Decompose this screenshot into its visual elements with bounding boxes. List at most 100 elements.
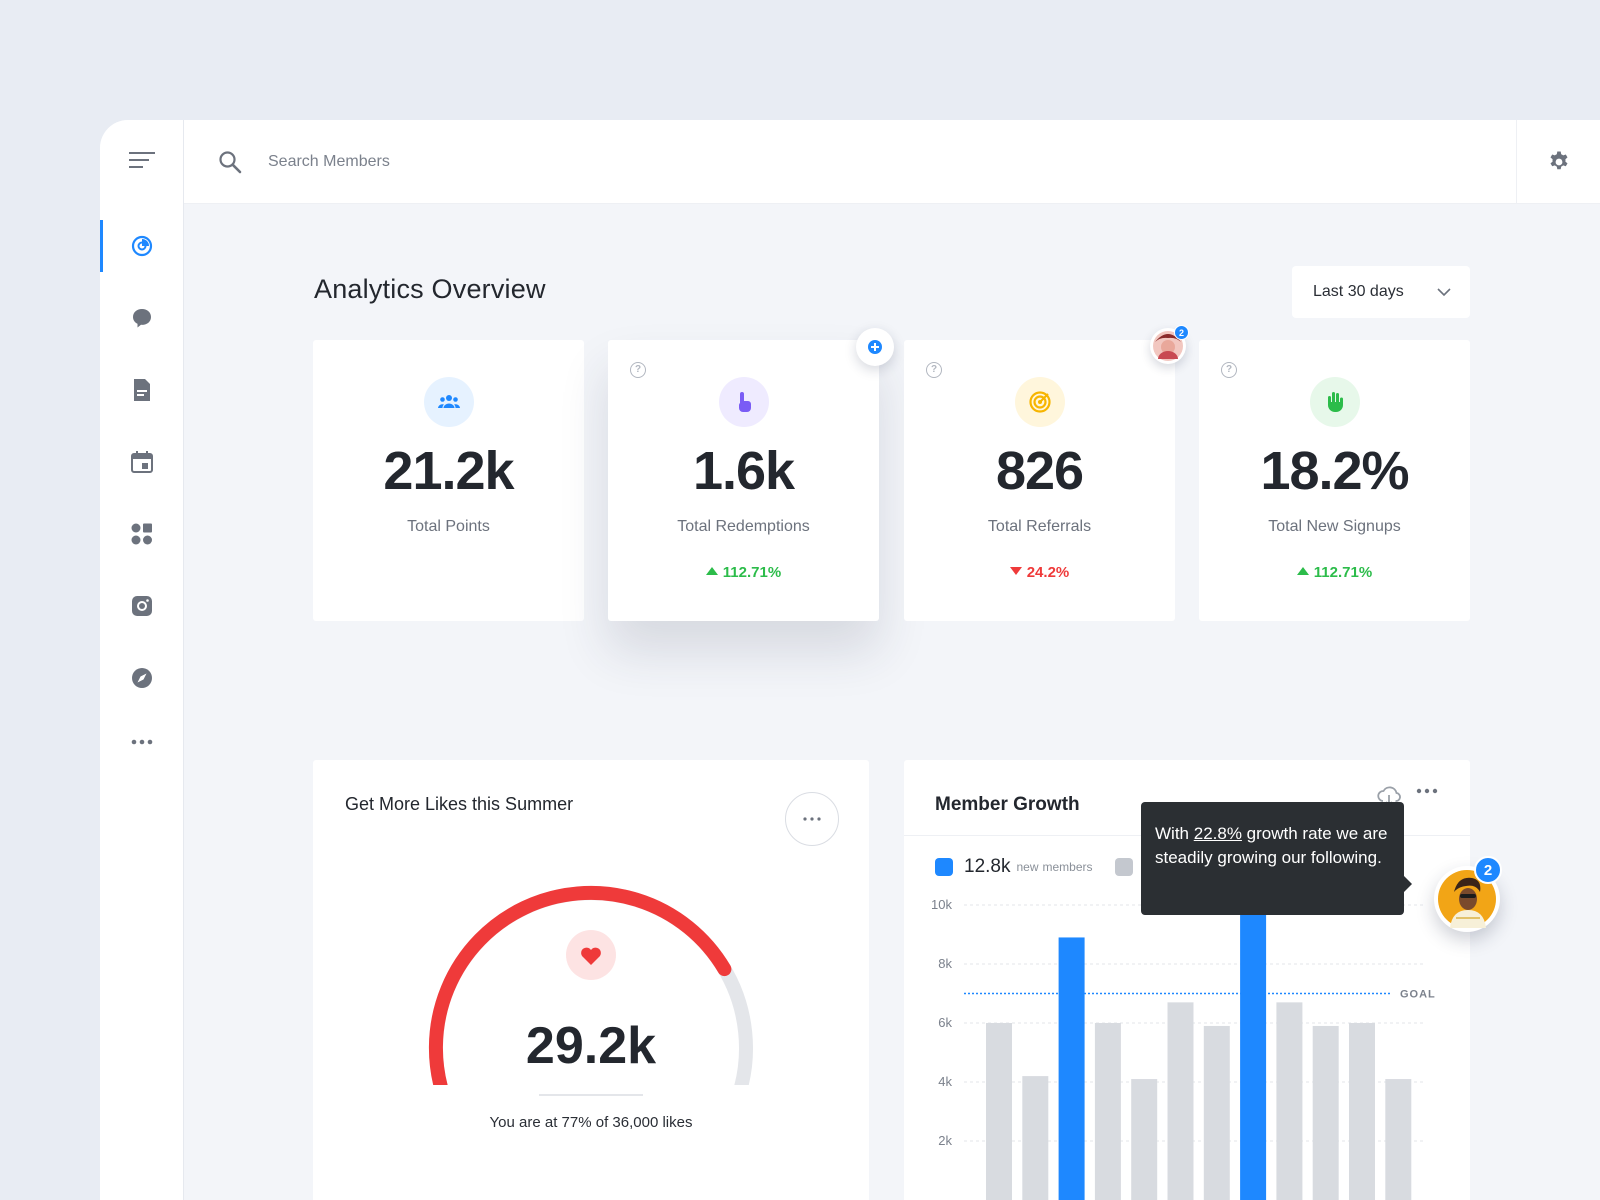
chevron-down-icon [1437, 288, 1451, 297]
chart-bar[interactable] [1240, 913, 1267, 1200]
chart-bar[interactable] [1312, 1025, 1339, 1200]
chart-bar[interactable] [986, 1023, 1012, 1200]
stat-icon-wrap [424, 377, 474, 427]
stat-icon-wrap [719, 377, 769, 427]
menu-toggle[interactable] [100, 132, 184, 188]
heart-icon [581, 947, 601, 965]
hand-icon [1328, 392, 1343, 412]
gear-icon [1550, 151, 1567, 170]
tooltip-text: growth rate we are steadily growing our … [1155, 824, 1388, 867]
sidebar-item-more[interactable] [100, 714, 184, 770]
stat-label: Total Points [407, 518, 490, 535]
dashboard-icon [131, 235, 153, 257]
help-icon[interactable]: ? [926, 362, 942, 378]
chart-bar[interactable] [1094, 1023, 1121, 1200]
stat-card-referrals[interactable]: ? 826 Total Referrals 24.2% [904, 340, 1175, 621]
date-range-value: Last 30 days [1313, 283, 1404, 300]
sidebar-item-calendar[interactable] [100, 434, 184, 490]
chart-bar[interactable] [1385, 1079, 1412, 1200]
arrow-up-icon [1296, 567, 1309, 575]
legend-swatch [935, 858, 953, 876]
hamburger-icon [129, 152, 155, 168]
collaborator-avatar[interactable]: 2 [1150, 325, 1189, 364]
stat-label: Total Referrals [987, 518, 1092, 535]
app-window: Analytics Overview Last 30 days 21.2k To… [100, 120, 1600, 1200]
search-input[interactable] [268, 146, 868, 178]
likes-title: Get More Likes this Summer [345, 794, 574, 814]
arrow-down-icon [1009, 567, 1022, 575]
document-icon [134, 379, 150, 401]
sidebar-item-documents[interactable] [100, 362, 184, 418]
avatar [1153, 331, 1183, 361]
stat-value: 826 [995, 441, 1084, 501]
stat-card-redemptions[interactable]: ? 1.6k Total Redemptions 112.71% [608, 340, 879, 621]
chart-bar[interactable] [1167, 1002, 1194, 1200]
calendar-icon [131, 451, 153, 473]
likes-gauge [428, 885, 753, 1085]
y-tick-label: 2k [938, 1133, 952, 1148]
chart-bar[interactable] [1276, 1002, 1303, 1200]
tap-icon [739, 392, 751, 412]
chat-icon [133, 309, 151, 328]
stat-card-points[interactable]: 21.2k Total Points [313, 340, 584, 621]
sidebar-item-explore[interactable] [100, 650, 184, 706]
goal-label: GOAL [1400, 989, 1436, 1001]
target-icon [1029, 391, 1051, 413]
member-growth-panel: Member Growth 12.8k new members 10k 8k 6k 4… [904, 760, 1470, 1200]
settings-button[interactable] [1516, 120, 1600, 204]
chart-bar[interactable] [1058, 937, 1085, 1200]
compass-icon [132, 668, 152, 688]
stat-value: 21.2k [383, 441, 514, 501]
divider [539, 1094, 643, 1096]
chart-bar[interactable] [1131, 1079, 1158, 1200]
apps-icon [131, 523, 152, 545]
y-tick-label: 6k [938, 1015, 952, 1030]
stat-delta: 112.71% [608, 564, 879, 581]
growth-more-icon[interactable] [1416, 788, 1438, 794]
stat-value: 1.6k [692, 441, 795, 501]
sidebar-item-dashboard[interactable] [100, 218, 184, 274]
camera-icon [132, 596, 152, 616]
likes-panel: Get More Likes this Summer 29.2k You are… [313, 760, 869, 1200]
tooltip-highlight: 22.8% [1193, 824, 1242, 843]
sidebar-item-chat[interactable] [100, 290, 184, 346]
stat-delta: 112.71% [1199, 564, 1470, 581]
collaborator-avatar-large[interactable]: 2 [1434, 856, 1502, 932]
gauge-progress [428, 885, 732, 1085]
likes-caption: You are at 77% of 36,000 likes [489, 1114, 693, 1131]
add-comment-button[interactable] [856, 328, 894, 366]
stat-delta-value: 112.71% [722, 564, 782, 581]
stat-value: 18.2% [1260, 441, 1409, 501]
stat-label: Total New Signups [1268, 518, 1401, 535]
chart-bar[interactable] [1203, 1025, 1230, 1200]
help-icon[interactable]: ? [630, 362, 646, 378]
stat-card-signups[interactable]: ? 18.2% Total New Signups 112.71% [1199, 340, 1470, 621]
legend-label: members [1042, 860, 1093, 874]
growth-title: Member Growth [935, 794, 1080, 815]
top-bar [184, 120, 1600, 204]
avatar [1438, 870, 1496, 928]
members-icon [438, 395, 460, 408]
notification-badge: 2 [1174, 325, 1189, 340]
likes-more-button[interactable] [785, 792, 839, 846]
sidebar-item-apps[interactable] [100, 506, 184, 562]
legend-unit: new [1016, 860, 1039, 874]
sidebar-item-camera[interactable] [100, 578, 184, 634]
chart-bar[interactable] [1349, 1023, 1375, 1200]
add-comment-icon [868, 340, 882, 354]
member-growth-chart: 10k 8k 6k 4k 2k GOAL [931, 897, 1436, 1200]
growth-tooltip: With 22.8% growth rate we are steadily g… [1141, 802, 1412, 915]
arrow-up-icon [705, 567, 718, 575]
chart-legend: 12.8k new members [935, 856, 1133, 878]
stat-delta-value: 112.71% [1313, 564, 1373, 581]
date-range-select[interactable]: Last 30 days [1292, 266, 1470, 318]
more-icon [803, 817, 821, 821]
y-tick-label: 8k [938, 956, 952, 971]
help-icon[interactable]: ? [1221, 362, 1237, 378]
chart-bar[interactable] [1022, 1076, 1049, 1200]
tooltip-prefix: With [1155, 824, 1194, 843]
stat-label: Total Redemptions [677, 518, 810, 535]
legend-value: 12.8k [964, 856, 1011, 877]
notification-badge: 2 [1474, 856, 1502, 884]
stat-delta: 24.2% [904, 564, 1175, 581]
